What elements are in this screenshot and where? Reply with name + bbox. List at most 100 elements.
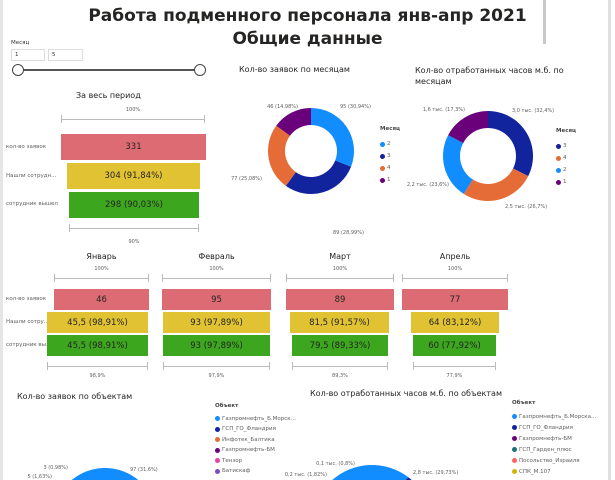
- month-title: Февраль: [198, 252, 235, 261]
- month-bar[interactable]: 45,5 (98,91%): [47, 335, 148, 356]
- donut-slice[interactable]: [405, 477, 412, 480]
- donut-slice[interactable]: [448, 111, 488, 143]
- month-scale-top: [162, 274, 271, 282]
- chart-title: Кол-во отработанных часов м.б. по месяца…: [415, 66, 564, 86]
- legend-title: Месяц: [556, 128, 577, 134]
- legend-dot-icon: [380, 165, 385, 171]
- donut-slice[interactable]: [311, 108, 354, 167]
- legend-item[interactable]: 1: [380, 174, 400, 186]
- legend-item[interactable]: Газпромнефть_Б.Морска...: [512, 411, 596, 422]
- month-title: Апрель: [439, 252, 471, 261]
- funnel-row-label: Нашли сотрудн...: [6, 173, 57, 179]
- slicer-from-input[interactable]: 1: [11, 49, 45, 61]
- row-label: сотрудник вы...: [6, 342, 52, 348]
- legend-item[interactable]: 4: [556, 152, 576, 164]
- legend-item[interactable]: Газпромнефть-БМ: [215, 445, 296, 456]
- month-title: Март: [329, 252, 351, 261]
- slicer-to-input[interactable]: 5: [48, 49, 83, 61]
- month-bar[interactable]: 60 (77,92%): [413, 335, 496, 356]
- month-bottom-pct: 97,9%: [208, 373, 225, 379]
- donut-slice[interactable]: [332, 465, 409, 480]
- legend-item[interactable]: 1: [556, 176, 576, 188]
- legend-item[interactable]: Посольство_Израиля: [512, 455, 596, 466]
- legend-item[interactable]: 2: [556, 164, 576, 176]
- legend-label: Газпромнефть-БМ: [519, 435, 572, 442]
- legend-dot-icon: [380, 141, 385, 147]
- funnel-bar-requests[interactable]: 331: [61, 134, 206, 160]
- legend-item[interactable]: ГСП_Гарден_плюс: [512, 444, 596, 455]
- donut-slice[interactable]: [285, 160, 352, 194]
- legend-label: 4: [563, 155, 567, 161]
- donut-slice[interactable]: [488, 111, 533, 177]
- month-bar[interactable]: 81,5 (91,57%): [290, 312, 389, 333]
- legend-item[interactable]: ГСП_ГО_Фландрия: [215, 424, 296, 435]
- month-top-pct: 100%: [209, 266, 224, 272]
- month-bottom-pct: 98,9%: [89, 373, 106, 379]
- donut-slice[interactable]: [268, 125, 296, 186]
- month-bar[interactable]: 64 (83,12%): [411, 312, 499, 333]
- funnel-scale-top: [61, 115, 205, 123]
- funnel-row-label: кол-во заявок: [6, 144, 47, 150]
- legend-label: 4: [387, 165, 391, 171]
- legend-item[interactable]: Газпромнефть_Б.Морск...: [215, 414, 296, 425]
- legend-item[interactable]: 3: [380, 150, 400, 162]
- legend: Объект Газпромнефть_Б.Морска... ГСП_ГО_Фла…: [512, 400, 596, 477]
- legend-dot-icon: [215, 437, 220, 443]
- month-bottom-pct: 77,9%: [446, 373, 463, 379]
- month-bar[interactable]: 93 (97,89%): [163, 312, 270, 333]
- donut-slice[interactable]: [71, 468, 139, 480]
- data-label: 46 (14,98%): [267, 104, 298, 110]
- month-scale-top: [54, 274, 149, 282]
- month-bar[interactable]: 77: [402, 289, 508, 310]
- month-bar[interactable]: 45,5 (98,91%): [47, 312, 148, 333]
- legend-label: Инфотек_Балтика: [222, 436, 275, 443]
- month-bar[interactable]: 93 (97,89%): [163, 335, 270, 356]
- month-title: Январь: [86, 252, 117, 261]
- donut-slice[interactable]: [443, 135, 473, 194]
- legend-label: Батискаф: [222, 468, 251, 475]
- legend-label: Посольство_Израиля: [519, 457, 580, 464]
- legend-item[interactable]: ГСП_ГО_Фландрия: [512, 422, 596, 433]
- legend: Объект Газпромнефть_Б.Морск... ГСП_ГО_Флан…: [215, 403, 296, 477]
- legend-dot-icon: [512, 469, 517, 474]
- legend: Месяц 3 4 2 1: [556, 128, 576, 188]
- legend-item[interactable]: 2: [380, 138, 400, 150]
- legend-dot-icon: [512, 458, 517, 463]
- month-scale-top: [286, 274, 394, 282]
- month-scale-bottom: [47, 362, 148, 370]
- legend-dot-icon: [215, 468, 220, 474]
- data-label: 95 (30,94%): [340, 104, 371, 110]
- month-top-pct: 100%: [447, 266, 463, 272]
- legend-dot-icon: [215, 447, 220, 453]
- funnel-bar-went-out[interactable]: 298 (90,03%): [69, 192, 199, 218]
- legend-label: ГСП_Гарден_плюс: [519, 446, 572, 453]
- scrollbar[interactable]: [543, 0, 546, 44]
- month-bar[interactable]: 89: [286, 289, 394, 310]
- legend-item[interactable]: 4: [380, 162, 400, 174]
- slider-min-handle[interactable]: [12, 64, 24, 76]
- legend-item[interactable]: Газпромнефть-БМ: [512, 433, 596, 444]
- donut-slice[interactable]: [463, 168, 529, 201]
- legend-item[interactable]: Батискаф: [215, 466, 296, 477]
- month-bottom-pct: 89,3%: [332, 373, 348, 379]
- row-label: кол-во заявок: [6, 296, 47, 302]
- legend-item[interactable]: Инфотек_Балтика: [215, 435, 296, 446]
- month-bar[interactable]: 95: [162, 289, 271, 310]
- legend-item[interactable]: 3: [556, 140, 576, 152]
- legend-label: 3: [387, 153, 391, 159]
- month-bar[interactable]: 79,5 (89,33%): [292, 335, 388, 356]
- legend-label: ГСП_ГО_Фландрия: [519, 424, 573, 431]
- month-top-pct: 100%: [332, 266, 348, 272]
- legend-item[interactable]: СПК_М.107: [512, 466, 596, 477]
- legend-title: Объект: [215, 403, 239, 409]
- data-label: 2,2 тыс. (23,6%): [407, 182, 449, 188]
- donut-slice[interactable]: [276, 107, 311, 136]
- funnel-bar-found[interactable]: 304 (91,84%): [67, 163, 200, 189]
- legend-label: 2: [387, 141, 391, 147]
- chart-title: Кол-во заявок по объектам: [17, 392, 133, 401]
- slider-max-handle[interactable]: [194, 64, 206, 76]
- legend-label: ГСП_ГО_Фландрия: [222, 426, 276, 433]
- legend-item[interactable]: Тензор: [215, 456, 296, 467]
- month-bar[interactable]: 46: [54, 289, 149, 310]
